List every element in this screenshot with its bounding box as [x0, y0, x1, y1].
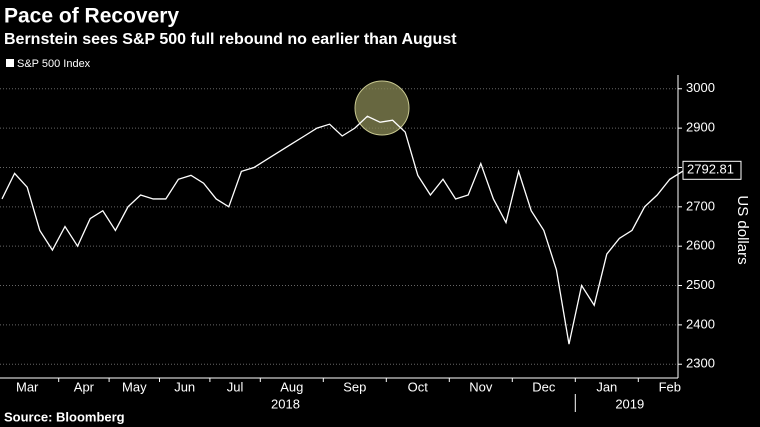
y-tick-label: 3000	[686, 80, 715, 95]
y-tick-label: 2700	[686, 198, 715, 213]
x-tick-label: Nov	[469, 379, 493, 394]
y-axis-label: US dollars	[734, 195, 751, 264]
y-tick-label: 2900	[686, 120, 715, 135]
year-label: 2019	[615, 396, 644, 411]
x-tick-label: Jun	[174, 379, 195, 394]
value-label: 2792.81	[687, 162, 734, 177]
line	[1, 115, 696, 345]
x-tick-label: Apr	[74, 379, 95, 394]
y-tick-label: 2300	[686, 356, 715, 371]
x-tick-label: Jan	[596, 379, 617, 394]
annotation-circle	[354, 80, 410, 136]
x-tick-label: Jul	[227, 379, 244, 394]
x-tick-label: Oct	[408, 379, 429, 394]
x-tick-label: Mar	[16, 379, 39, 394]
x-tick-label: May	[122, 379, 147, 394]
legend-label: S&P 500 Index	[17, 58, 91, 70]
x-tick-label: Aug	[280, 379, 303, 394]
chart-subtitle: Bernstein sees S&P 500 full rebound no e…	[4, 31, 457, 48]
value-label-box	[682, 160, 742, 180]
x-tick-label: Feb	[659, 379, 681, 394]
x-tick-label: Sep	[343, 379, 366, 394]
x-tick-label: Dec	[532, 379, 556, 394]
chart-title: Pace of Recovery	[4, 5, 179, 28]
source: Source: Bloomberg	[4, 409, 125, 424]
y-tick-label: 2400	[686, 316, 715, 331]
y-tick-label: 2600	[686, 238, 715, 253]
y-tick-label: 2500	[686, 277, 715, 292]
year-label: 2018	[271, 396, 300, 411]
legend-swatch	[6, 59, 14, 67]
